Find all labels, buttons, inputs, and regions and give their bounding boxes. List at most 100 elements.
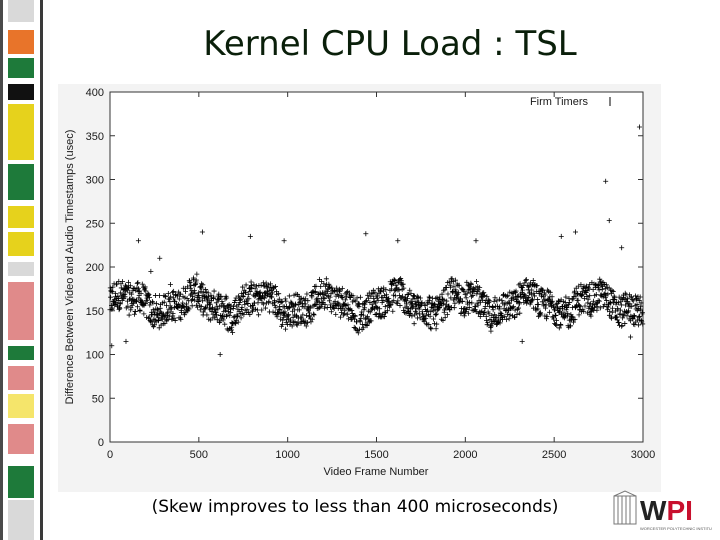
data-point <box>302 301 308 307</box>
data-point <box>451 284 457 290</box>
data-point <box>398 277 404 283</box>
data-point <box>281 238 287 244</box>
data-point <box>449 276 455 282</box>
y-tick-label: 400 <box>86 87 104 99</box>
data-point <box>569 296 575 302</box>
data-point <box>509 305 515 311</box>
data-point <box>214 312 220 318</box>
data-point <box>108 294 114 300</box>
data-point <box>204 312 210 318</box>
data-point <box>252 293 258 299</box>
data-point <box>461 288 467 294</box>
data-point <box>227 313 233 319</box>
data-point <box>572 288 578 294</box>
data-point <box>192 297 198 303</box>
data-point <box>150 307 156 313</box>
data-point <box>215 306 221 312</box>
data-point <box>459 298 465 304</box>
data-point <box>497 310 503 316</box>
data-point <box>390 280 396 286</box>
data-point <box>231 303 237 309</box>
data-point <box>367 309 373 315</box>
data-point <box>239 304 245 310</box>
data-point <box>416 306 422 312</box>
data-point <box>342 307 348 313</box>
data-point <box>281 304 287 310</box>
data-point <box>222 321 228 327</box>
data-point <box>280 317 286 323</box>
data-point <box>289 323 295 329</box>
data-point <box>477 285 483 291</box>
data-point <box>182 295 188 301</box>
data-point <box>537 312 543 318</box>
x-tick-label: 0 <box>107 449 113 461</box>
data-point <box>622 321 628 327</box>
data-point <box>273 305 279 311</box>
data-point <box>128 297 134 303</box>
data-point <box>360 312 366 318</box>
data-point <box>513 288 519 294</box>
data-point <box>446 303 452 309</box>
data-point <box>572 229 578 235</box>
data-point <box>390 308 396 314</box>
data-point <box>465 310 471 316</box>
data-point <box>410 296 416 302</box>
data-point <box>378 286 384 292</box>
data-point <box>564 304 570 310</box>
data-point <box>151 316 157 322</box>
data-point <box>287 304 293 310</box>
data-point <box>214 317 220 323</box>
data-point <box>590 298 596 304</box>
data-point <box>591 305 597 311</box>
data-point <box>442 287 448 293</box>
data-point <box>415 294 421 300</box>
data-point <box>461 313 467 319</box>
data-point <box>635 305 641 311</box>
data-point <box>526 295 532 301</box>
data-point <box>512 314 518 320</box>
data-point <box>191 277 197 283</box>
data-point <box>507 312 513 318</box>
data-point <box>247 233 253 239</box>
data-point <box>499 311 505 317</box>
sidebar-block <box>8 84 34 100</box>
data-point <box>561 304 567 310</box>
data-point <box>479 297 485 303</box>
data-point <box>332 302 338 308</box>
data-point <box>327 294 333 300</box>
data-point <box>237 296 243 302</box>
data-point <box>126 312 132 318</box>
data-point <box>465 282 471 288</box>
data-point <box>427 295 433 301</box>
data-point <box>199 298 205 304</box>
data-point <box>135 238 141 244</box>
data-point <box>295 319 301 325</box>
data-point <box>218 293 224 299</box>
data-point <box>587 293 593 299</box>
data-point <box>567 317 573 323</box>
data-point <box>562 300 568 306</box>
slide-caption: (Skew improves to less than 400 microsec… <box>151 497 559 517</box>
data-point <box>492 311 498 317</box>
data-point <box>266 288 272 294</box>
data-point <box>321 305 327 311</box>
data-point <box>534 283 540 289</box>
data-point <box>278 316 284 322</box>
data-point <box>301 304 307 310</box>
data-point <box>606 285 612 291</box>
data-point <box>486 311 492 317</box>
data-point <box>125 303 131 309</box>
data-point <box>117 301 123 307</box>
data-point <box>619 245 625 251</box>
data-point <box>243 289 249 295</box>
data-point <box>475 302 481 308</box>
data-point <box>358 294 364 300</box>
wpi-logo: WPI WORCESTER POLYTECHNIC INSTITUTE <box>613 490 712 531</box>
data-point <box>115 295 121 301</box>
data-point <box>167 282 173 287</box>
data-point <box>243 282 249 288</box>
data-point <box>128 305 134 311</box>
data-point <box>169 289 175 295</box>
data-point <box>203 287 209 293</box>
data-point <box>459 286 465 292</box>
